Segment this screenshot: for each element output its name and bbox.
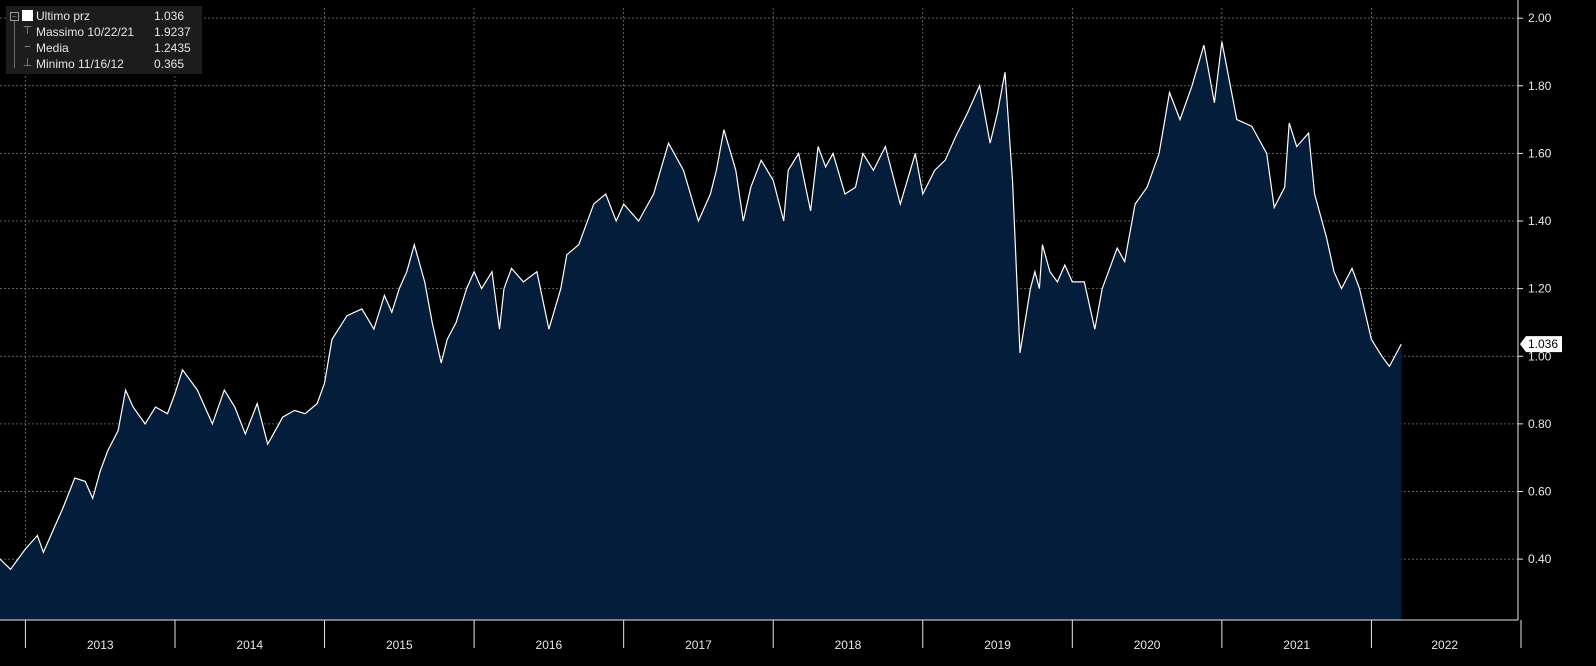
legend-value: 0.365 <box>154 57 185 71</box>
legend-label: Ultimo prz <box>36 9 91 23</box>
series-area <box>0 41 1402 621</box>
y-tick-label: 0.40 <box>1528 552 1552 566</box>
y-axis-ticks: 0.40 0.60 0.80 1.00 1.20 1.40 1.60 1.80 2.00 <box>1518 11 1552 566</box>
axes <box>0 0 1519 621</box>
x-tick-label: 2013 <box>87 638 114 652</box>
y-tick-label: 0.60 <box>1528 485 1552 499</box>
last-value-text: 1.036 <box>1528 337 1558 351</box>
x-tick-label: 2015 <box>386 638 413 652</box>
last-value-tag <box>1520 336 1562 353</box>
legend-tree-line <box>14 21 15 68</box>
x-tick-label: 2021 <box>1283 638 1310 652</box>
y-tick-label: 1.00 <box>1528 349 1552 363</box>
collapse-icon[interactable]: − <box>10 12 19 21</box>
y-tick-label: 1.20 <box>1528 282 1552 296</box>
legend-label: Massimo 10/22/21 <box>36 25 135 39</box>
legend-label: Minimo 11/16/12 <box>36 57 124 71</box>
series-line <box>0 41 1402 571</box>
x-tick-label: 2020 <box>1134 638 1161 652</box>
legend-label: Media <box>36 41 69 55</box>
chart-legend: − Ultimo prz 1.036 ⊤ Massimo 10/22/21 1.… <box>6 6 202 74</box>
legend-value: 1.036 <box>154 9 185 23</box>
x-tick-label: 2018 <box>835 638 862 652</box>
x-tick-label: 2014 <box>236 638 263 652</box>
last-value-label: 1.036 <box>1520 336 1562 353</box>
x-tick-label: 2022 <box>1431 638 1458 652</box>
average-marker-icon: − <box>24 41 31 53</box>
y-tick-label: 0.80 <box>1528 417 1552 431</box>
legend-value: 1.2435 <box>154 41 191 55</box>
x-tick-label: 2017 <box>685 638 712 652</box>
x-tick-label: 2016 <box>536 638 563 652</box>
y-tick-label: 2.00 <box>1528 11 1552 25</box>
low-marker-icon: ⊥ <box>22 57 33 69</box>
y-tick-label: 1.80 <box>1528 79 1552 93</box>
legend-value: 1.9237 <box>154 25 191 39</box>
x-tick-label: 2019 <box>984 638 1011 652</box>
x-axis-ticks: 2013 2014 2015 2016 2017 2018 2019 2020 2021 2022 <box>24 620 1522 652</box>
white-swatch-icon <box>22 10 33 21</box>
high-marker-icon: ⊤ <box>22 25 33 37</box>
y-tick-label: 1.60 <box>1528 146 1552 160</box>
y-tick-label: 1.40 <box>1528 214 1552 228</box>
